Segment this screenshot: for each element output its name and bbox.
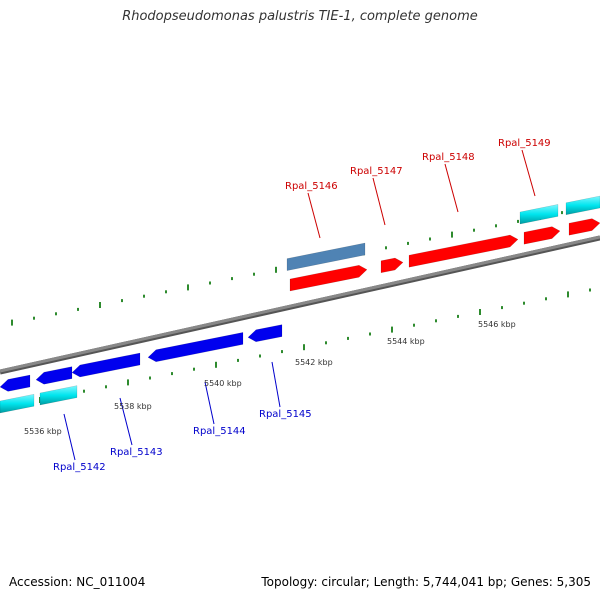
- cds-band: [565, 195, 600, 216]
- gene-rpal-5143: [71, 352, 141, 378]
- label-leaders: [63, 149, 536, 461]
- gene-label-rpal_5142: Rpal_5142: [53, 462, 106, 473]
- gene-rpal-5148: [408, 234, 519, 268]
- gene-label-rpal_5145: Rpal_5145: [259, 409, 312, 420]
- scale-label: 5540 kbp: [204, 379, 242, 388]
- accession-text: Accession: NC_011004: [9, 575, 146, 589]
- gene-features: [0, 195, 600, 414]
- cds-band: [0, 393, 35, 414]
- gene-label-rpal_5147: Rpal_5147: [350, 166, 403, 177]
- tick-marks: [11, 206, 591, 403]
- scale-label: 5538 kbp: [114, 402, 152, 411]
- gene-rpal-5142: [35, 366, 73, 385]
- gene-rpal-5142-left: [0, 374, 31, 392]
- gene-rpal-5145: [247, 324, 283, 343]
- leader-line: [444, 163, 459, 213]
- leader-line: [307, 192, 321, 239]
- leader-line: [372, 177, 386, 226]
- gene-label-rpal_5143: Rpal_5143: [110, 447, 163, 458]
- scale-label: 5542 kbp: [295, 358, 333, 367]
- backbone-line: [0, 235, 600, 373]
- gene-rpal-5146: [289, 264, 368, 292]
- leader-line: [521, 149, 536, 197]
- gene-rpal-5144: [147, 332, 244, 363]
- genome-backbone: [0, 235, 600, 375]
- gene-label-rpal_5149: Rpal_5149: [498, 138, 551, 149]
- gene-rpal-5147: [380, 257, 404, 274]
- map-title: Rhodopseudomonas palustris TIE-1, comple…: [122, 9, 478, 24]
- cds-band: [519, 204, 559, 225]
- cds-band: [39, 385, 78, 406]
- labels: 5536 kbp 5538 kbp 5540 kbp 5542 kbp 5544 kbp…: [24, 138, 551, 473]
- leader-line: [204, 381, 215, 425]
- leader-line: [119, 397, 133, 446]
- gene-extra: [568, 218, 600, 236]
- rna-feature: [286, 242, 366, 271]
- gene-label-rpal_5146: Rpal_5146: [285, 181, 338, 192]
- scale-label: 5546 kbp: [478, 320, 516, 329]
- gene-label-rpal_5144: Rpal_5144: [193, 426, 246, 437]
- scale-label: 5544 kbp: [387, 337, 425, 346]
- leader-line: [63, 413, 76, 461]
- topology-summary: Topology: circular; Length: 5,744,041 bp…: [261, 575, 591, 589]
- gene-label-rpal_5148: Rpal_5148: [422, 152, 475, 163]
- gene-rpal-5149: [523, 226, 561, 245]
- scale-label: 5536 kbp: [24, 427, 62, 436]
- leader-line: [271, 361, 281, 408]
